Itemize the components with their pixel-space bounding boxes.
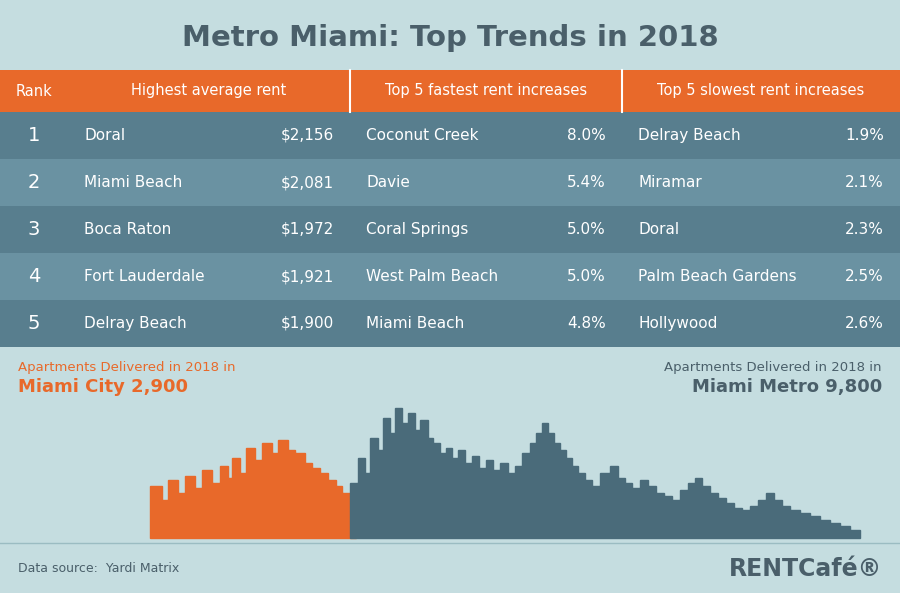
Text: Delray Beach: Delray Beach [84, 316, 186, 331]
Polygon shape [150, 440, 356, 538]
Text: 5: 5 [28, 314, 40, 333]
Bar [0, 253, 68, 300]
Text: 5.0%: 5.0% [567, 222, 606, 237]
Text: Data source:  Yardi Matrix: Data source: Yardi Matrix [18, 563, 179, 575]
Bar [622, 159, 900, 206]
Text: Miami Beach: Miami Beach [366, 316, 464, 331]
Text: 4: 4 [28, 267, 40, 286]
Text: 2.1%: 2.1% [845, 175, 884, 190]
Text: West Palm Beach: West Palm Beach [366, 269, 498, 284]
Text: Miami Metro 9,800: Miami Metro 9,800 [692, 378, 882, 396]
Bar [350, 300, 622, 347]
Text: $1,900: $1,900 [281, 316, 334, 331]
Text: Hollywood: Hollywood [638, 316, 717, 331]
Bar [0, 300, 68, 347]
Text: Boca Raton: Boca Raton [84, 222, 171, 237]
Bar [0, 112, 68, 159]
Text: $2,081: $2,081 [281, 175, 334, 190]
Bar [622, 206, 900, 253]
Bar [350, 253, 622, 300]
Text: Doral: Doral [638, 222, 680, 237]
Text: Metro Miami: Top Trends in 2018: Metro Miami: Top Trends in 2018 [182, 24, 718, 52]
Bar [350, 112, 622, 159]
Bar [622, 112, 900, 159]
Text: $1,972: $1,972 [281, 222, 334, 237]
Text: $1,921: $1,921 [281, 269, 334, 284]
Bar [0, 70, 68, 112]
Text: Davie: Davie [366, 175, 410, 190]
Text: 4.8%: 4.8% [567, 316, 606, 331]
Text: Miramar: Miramar [638, 175, 702, 190]
Text: Highest average rent: Highest average rent [131, 84, 286, 98]
Text: Delray Beach: Delray Beach [638, 128, 741, 143]
Text: Coral Springs: Coral Springs [366, 222, 468, 237]
Bar [350, 159, 622, 206]
Bar [68, 70, 350, 112]
Polygon shape [350, 408, 860, 538]
Bar [68, 159, 350, 206]
Bar [68, 206, 350, 253]
Bar [0, 159, 68, 206]
Text: RENTCafé®: RENTCafé® [729, 557, 882, 581]
Text: $2,156: $2,156 [281, 128, 334, 143]
Bar [350, 206, 622, 253]
Bar [68, 253, 350, 300]
Text: Miami Beach: Miami Beach [84, 175, 182, 190]
Text: 3: 3 [28, 220, 40, 239]
Text: 5.4%: 5.4% [567, 175, 606, 190]
Bar [622, 253, 900, 300]
Text: Top 5 slowest rent increases: Top 5 slowest rent increases [657, 84, 865, 98]
Text: Rank: Rank [15, 84, 52, 98]
Text: 2: 2 [28, 173, 40, 192]
Text: Apartments Delivered in 2018 in: Apartments Delivered in 2018 in [18, 361, 236, 374]
Text: 5.0%: 5.0% [567, 269, 606, 284]
Bar [68, 300, 350, 347]
Text: 2.3%: 2.3% [845, 222, 884, 237]
Bar [350, 70, 622, 112]
Text: Top 5 fastest rent increases: Top 5 fastest rent increases [385, 84, 587, 98]
Bar [0, 206, 68, 253]
Text: 2.6%: 2.6% [845, 316, 884, 331]
Text: Palm Beach Gardens: Palm Beach Gardens [638, 269, 796, 284]
Text: 1.9%: 1.9% [845, 128, 884, 143]
Bar [68, 112, 350, 159]
Text: 8.0%: 8.0% [567, 128, 606, 143]
Text: Doral: Doral [84, 128, 125, 143]
Bar [622, 300, 900, 347]
Text: 2.5%: 2.5% [845, 269, 884, 284]
Text: Coconut Creek: Coconut Creek [366, 128, 479, 143]
Text: Fort Lauderdale: Fort Lauderdale [84, 269, 204, 284]
Bar [622, 70, 900, 112]
Text: 1: 1 [28, 126, 40, 145]
Text: Apartments Delivered in 2018 in: Apartments Delivered in 2018 in [664, 361, 882, 374]
Text: Miami City 2,900: Miami City 2,900 [18, 378, 188, 396]
